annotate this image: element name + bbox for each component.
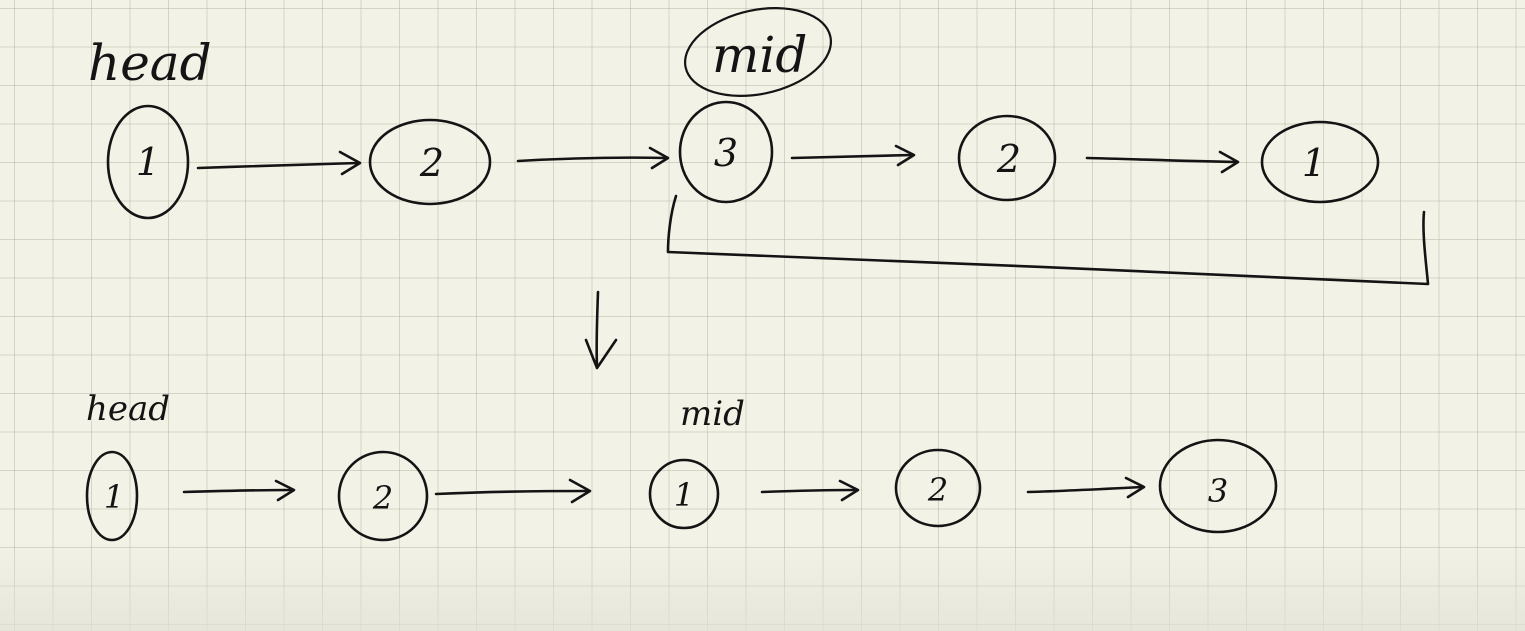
bottom-mid-label: mid — [680, 394, 745, 434]
bottom-arrow-2 — [434, 478, 592, 504]
top-node-2: 2 — [368, 118, 492, 206]
bottom-node-2: 2 — [337, 450, 429, 542]
top-node-5-value: 1 — [1302, 141, 1326, 185]
top-node-4: 2 — [957, 114, 1057, 202]
bottom-head-label: head — [86, 389, 170, 429]
top-node-3-value: 3 — [714, 131, 738, 175]
bottom-node-5-value: 3 — [1208, 472, 1228, 510]
bottom-node-3: 1 — [648, 458, 720, 530]
bottom-node-5: 3 — [1158, 438, 1278, 534]
top-node-3: 3 — [678, 100, 774, 204]
top-head-label: head — [88, 34, 212, 92]
top-arrow-1 — [196, 150, 362, 176]
top-node-5: 1 — [1260, 120, 1380, 204]
bottom-node-2-value: 2 — [372, 479, 393, 517]
reverse-link-bracket — [666, 194, 1430, 286]
top-arrow-2 — [516, 146, 670, 170]
top-node-4-value: 2 — [996, 137, 1021, 181]
top-arrow-4 — [1085, 150, 1240, 174]
bottom-arrow-3 — [760, 479, 860, 502]
top-mid-label: mid — [712, 26, 807, 84]
transform-down-arrow — [584, 290, 618, 370]
bottom-node-3-value: 1 — [674, 476, 694, 514]
bottom-node-1-value: 1 — [104, 478, 124, 516]
top-node-2-value: 2 — [419, 141, 444, 185]
bottom-node-1: 1 — [85, 450, 139, 542]
bottom-node-4: 2 — [894, 448, 982, 528]
top-arrow-3 — [790, 144, 916, 167]
bottom-arrow-1 — [182, 479, 296, 502]
top-node-1: 1 — [106, 104, 190, 220]
mid-circle-annotation — [683, 7, 833, 97]
bottom-node-4-value: 2 — [927, 471, 948, 509]
bottom-arrow-4 — [1026, 476, 1146, 499]
top-node-1-value: 1 — [136, 140, 160, 184]
